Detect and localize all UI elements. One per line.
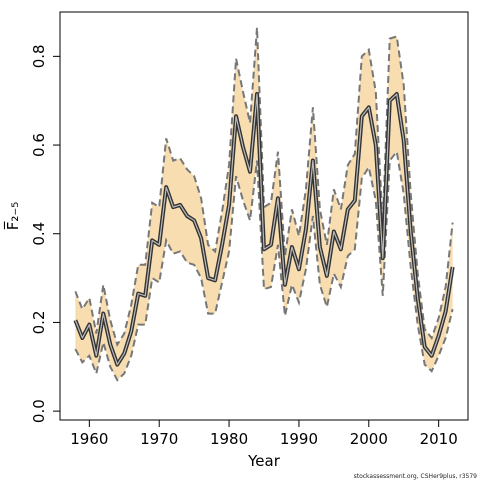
x-axis: 1960 1970 1980 1990 2000 2010: [70, 419, 458, 448]
y-axis: 0.0 0.2 0.4 0.6 0.8: [30, 44, 61, 423]
x-tick-label: 1960: [70, 430, 108, 448]
x-tick-label: 2010: [420, 430, 458, 448]
x-tick-label: 1970: [140, 430, 178, 448]
lower-bound-line: [74, 149, 454, 382]
y-tick-label: 0.2: [30, 311, 48, 335]
y-tick-label: 0.4: [30, 222, 48, 246]
credit-text: stockassessment.org, CSHer9plus, r3579: [354, 473, 478, 480]
x-tick-label: 1990: [280, 430, 318, 448]
confidence-band: [75, 27, 453, 381]
estimate-line-inner: [74, 93, 454, 366]
x-tick-label: 1980: [210, 430, 248, 448]
y-tick-label: 0.0: [30, 399, 48, 423]
y-axis-title: F̅₂₋₅: [3, 202, 22, 231]
y-tick-label: 0.6: [30, 133, 48, 157]
upper-bound-line: [74, 27, 454, 348]
y-tick-label: 0.8: [30, 44, 48, 68]
x-axis-title: Year: [247, 452, 281, 470]
x-tick-label: 2000: [350, 430, 388, 448]
